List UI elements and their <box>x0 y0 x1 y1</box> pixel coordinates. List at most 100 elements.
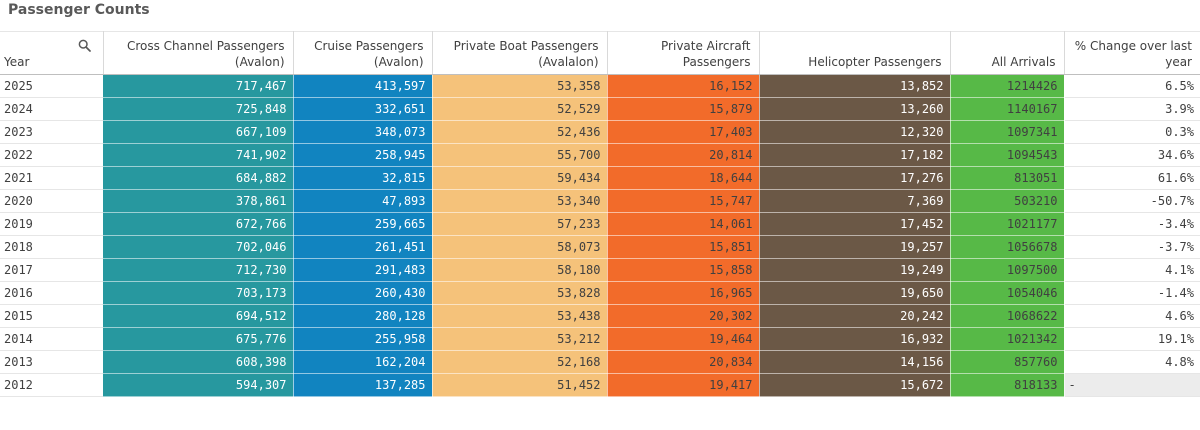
cell-all-arrivals[interactable]: 1068622 <box>950 304 1065 328</box>
cell-helicopter[interactable]: 16,932 <box>759 327 951 351</box>
cell-private-aircraft[interactable]: 17,403 <box>607 120 760 144</box>
cell-private-aircraft[interactable]: 20,302 <box>607 304 760 328</box>
cell-private-boat[interactable]: 52,168 <box>432 350 608 374</box>
cell-private-boat[interactable]: 59,434 <box>432 166 608 190</box>
cell-cruise[interactable]: 32,815 <box>293 166 433 190</box>
cell-all-arrivals[interactable]: 813051 <box>950 166 1065 190</box>
cell-year[interactable]: 2020 <box>0 189 66 213</box>
cell-year[interactable]: 2021 <box>0 166 66 190</box>
table-row[interactable]: 2020 378,861 47,893 53,340 15,747 7,369 503210… <box>0 189 1200 213</box>
cell-pct-change[interactable]: -3.4% <box>1064 212 1200 236</box>
cell-pct-change[interactable]: -3.7% <box>1064 235 1200 259</box>
cell-private-boat[interactable]: 53,358 <box>432 74 608 98</box>
cell-pct-change[interactable]: 3.9% <box>1064 97 1200 121</box>
cell-all-arrivals[interactable]: 1056678 <box>950 235 1065 259</box>
cell-all-arrivals[interactable]: 1140167 <box>950 97 1065 121</box>
cell-year[interactable]: 2016 <box>0 281 66 305</box>
header-helicopter[interactable]: Helicopter Passengers <box>759 31 951 75</box>
cell-all-arrivals[interactable]: 503210 <box>950 189 1065 213</box>
table-row[interactable]: 2021 684,882 32,815 59,434 18,644 17,276 81305… <box>0 166 1200 190</box>
cell-helicopter[interactable]: 12,320 <box>759 120 951 144</box>
cell-all-arrivals[interactable]: 857760 <box>950 350 1065 374</box>
header-year[interactable]: Year <box>0 31 66 75</box>
cell-helicopter[interactable]: 17,276 <box>759 166 951 190</box>
header-private-boat[interactable]: Private Boat Passengers (Avalalon) <box>432 31 608 75</box>
cell-cross-channel[interactable]: 725,848 <box>103 97 294 121</box>
cell-cross-channel[interactable]: 703,173 <box>103 281 294 305</box>
cell-cruise[interactable]: 137,285 <box>293 373 433 397</box>
cell-cross-channel[interactable]: 741,902 <box>103 143 294 167</box>
cell-pct-change[interactable]: -1.4% <box>1064 281 1200 305</box>
cell-year[interactable]: 2013 <box>0 350 66 374</box>
cell-helicopter[interactable]: 15,672 <box>759 373 951 397</box>
cell-year[interactable]: 2019 <box>0 212 66 236</box>
cell-all-arrivals[interactable]: 1021342 <box>950 327 1065 351</box>
cell-all-arrivals[interactable]: 1054046 <box>950 281 1065 305</box>
cell-cross-channel[interactable]: 378,861 <box>103 189 294 213</box>
cell-private-boat[interactable]: 58,073 <box>432 235 608 259</box>
cell-private-aircraft[interactable]: 15,879 <box>607 97 760 121</box>
cell-private-boat[interactable]: 53,340 <box>432 189 608 213</box>
cell-private-boat[interactable]: 53,828 <box>432 281 608 305</box>
search-icon[interactable] <box>78 39 91 52</box>
cell-year[interactable]: 2023 <box>0 120 66 144</box>
cell-all-arrivals[interactable]: 1214426 <box>950 74 1065 98</box>
cell-cross-channel[interactable]: 594,307 <box>103 373 294 397</box>
cell-pct-change[interactable]: 6.5% <box>1064 74 1200 98</box>
cell-pct-change[interactable]: 61.6% <box>1064 166 1200 190</box>
cell-pct-change[interactable]: 19.1% <box>1064 327 1200 351</box>
cell-private-boat[interactable]: 58,180 <box>432 258 608 282</box>
cell-all-arrivals[interactable]: 1021177 <box>950 212 1065 236</box>
cell-cruise[interactable]: 260,430 <box>293 281 433 305</box>
cell-private-boat[interactable]: 57,233 <box>432 212 608 236</box>
cell-cross-channel[interactable]: 667,109 <box>103 120 294 144</box>
cell-cross-channel[interactable]: 672,766 <box>103 212 294 236</box>
cell-helicopter[interactable]: 14,156 <box>759 350 951 374</box>
header-search[interactable] <box>66 31 104 75</box>
header-pct-change[interactable]: % Change over last year <box>1064 31 1200 75</box>
cell-helicopter[interactable]: 17,452 <box>759 212 951 236</box>
cell-private-aircraft[interactable]: 20,814 <box>607 143 760 167</box>
cell-cruise[interactable]: 162,204 <box>293 350 433 374</box>
cell-helicopter[interactable]: 7,369 <box>759 189 951 213</box>
cell-cruise[interactable]: 261,451 <box>293 235 433 259</box>
cell-year[interactable]: 2015 <box>0 304 66 328</box>
cell-private-boat[interactable]: 51,452 <box>432 373 608 397</box>
cell-year[interactable]: 2018 <box>0 235 66 259</box>
cell-pct-change[interactable]: -50.7% <box>1064 189 1200 213</box>
cell-private-aircraft[interactable]: 18,644 <box>607 166 760 190</box>
cell-helicopter[interactable]: 19,257 <box>759 235 951 259</box>
cell-cross-channel[interactable]: 712,730 <box>103 258 294 282</box>
cell-private-aircraft[interactable]: 15,747 <box>607 189 760 213</box>
table-row[interactable]: 2022 741,902 258,945 55,700 20,814 17,182 1094… <box>0 143 1200 167</box>
cell-private-aircraft[interactable]: 19,417 <box>607 373 760 397</box>
table-row[interactable]: 2013 608,398 162,204 52,168 20,834 14,156 8577… <box>0 350 1200 374</box>
cell-pct-change[interactable]: 4.8% <box>1064 350 1200 374</box>
cell-cross-channel[interactable]: 675,776 <box>103 327 294 351</box>
header-private-aircraft[interactable]: Private Aircraft Passengers <box>607 31 760 75</box>
table-row[interactable]: 2018 702,046 261,451 58,073 15,851 19,257 1056… <box>0 235 1200 259</box>
cell-private-boat[interactable]: 55,700 <box>432 143 608 167</box>
cell-year[interactable]: 2012 <box>0 373 66 397</box>
cell-cruise[interactable]: 332,651 <box>293 97 433 121</box>
cell-cruise[interactable]: 255,958 <box>293 327 433 351</box>
header-cross-channel[interactable]: Cross Channel Passengers (Avalon) <box>103 31 294 75</box>
cell-cross-channel[interactable]: 694,512 <box>103 304 294 328</box>
cell-cruise[interactable]: 258,945 <box>293 143 433 167</box>
cell-private-aircraft[interactable]: 16,152 <box>607 74 760 98</box>
cell-helicopter[interactable]: 13,260 <box>759 97 951 121</box>
cell-cruise[interactable]: 280,128 <box>293 304 433 328</box>
cell-private-boat[interactable]: 53,212 <box>432 327 608 351</box>
cell-private-aircraft[interactable]: 16,965 <box>607 281 760 305</box>
cell-pct-change[interactable]: 4.6% <box>1064 304 1200 328</box>
cell-private-boat[interactable]: 53,438 <box>432 304 608 328</box>
cell-private-boat[interactable]: 52,529 <box>432 97 608 121</box>
table-row[interactable]: 2025 717,467 413,597 53,358 16,152 13,852 1214… <box>0 74 1200 98</box>
cell-year[interactable]: 2025 <box>0 74 66 98</box>
cell-all-arrivals[interactable]: 1097500 <box>950 258 1065 282</box>
cell-pct-change[interactable]: 4.1% <box>1064 258 1200 282</box>
cell-helicopter[interactable]: 19,650 <box>759 281 951 305</box>
table-row[interactable]: 2024 725,848 332,651 52,529 15,879 13,260 1140… <box>0 97 1200 121</box>
cell-cruise[interactable]: 259,665 <box>293 212 433 236</box>
table-row[interactable]: 2019 672,766 259,665 57,233 14,061 17,452 1021… <box>0 212 1200 236</box>
